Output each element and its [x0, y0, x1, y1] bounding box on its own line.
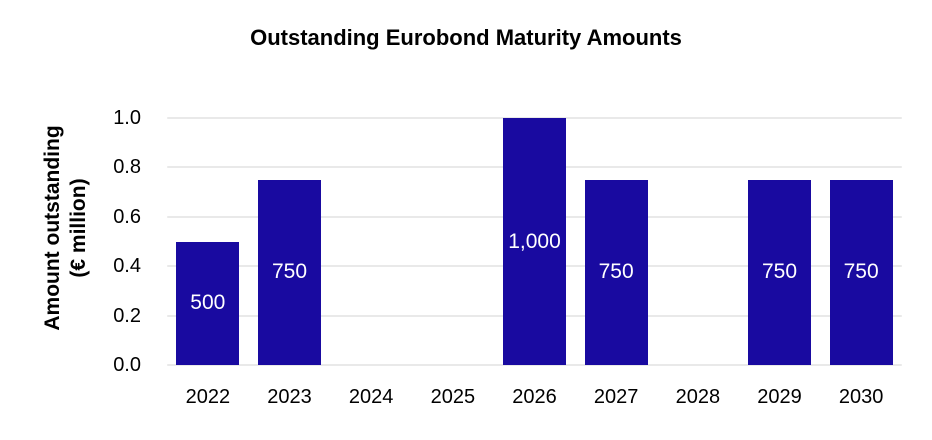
plot-area: 500 750 1,000 750 750 750	[167, 117, 902, 366]
y-tick-label-0.6: 0.6	[113, 205, 141, 228]
y-tick-label-0.2: 0.2	[113, 304, 141, 327]
bar-2026: 1,000	[503, 118, 566, 365]
bar-value-label-2023: 750	[271, 260, 308, 284]
y-axis-label-line1: Amount outstanding	[41, 125, 64, 331]
chart-title: Outstanding Eurobond Maturity Amounts	[250, 25, 682, 50]
x-tick-label-2029: 2029	[757, 386, 802, 408]
bar-value-label-2027: 750	[598, 260, 634, 284]
x-tick-label-2024: 2024	[348, 386, 394, 408]
bar-value-label-2030: 750	[843, 260, 879, 284]
y-tick-label-1.0: 1.0	[113, 107, 141, 129]
bar-2027: 750	[584, 179, 648, 365]
x-tick-label-2022: 2022	[185, 386, 231, 408]
x-tick-label-2028: 2028	[675, 386, 721, 408]
bar-2030: 750	[829, 179, 893, 365]
bar-2022: 500	[176, 241, 240, 365]
bar-2023: 750	[258, 179, 321, 365]
x-tick-label-2023: 2023	[267, 386, 312, 408]
x-tick-label-2026: 2026	[512, 386, 557, 408]
gridline-0.0	[167, 364, 902, 366]
y-tick-label-0.0: 0.0	[113, 354, 141, 376]
y-tick-label-0.8: 0.8	[113, 156, 141, 179]
y-tick-label-0.4: 0.4	[113, 255, 141, 278]
bar-2029: 750	[748, 179, 811, 365]
bar-value-label-2029: 750	[761, 260, 798, 284]
bar-value-label-2026: 1,000	[508, 229, 561, 253]
bar-value-label-2022: 500	[190, 291, 226, 315]
x-tick-label-2025: 2025	[430, 386, 476, 408]
x-tick-label-2027: 2027	[593, 386, 639, 408]
x-tick-label-2030: 2030	[838, 386, 884, 408]
